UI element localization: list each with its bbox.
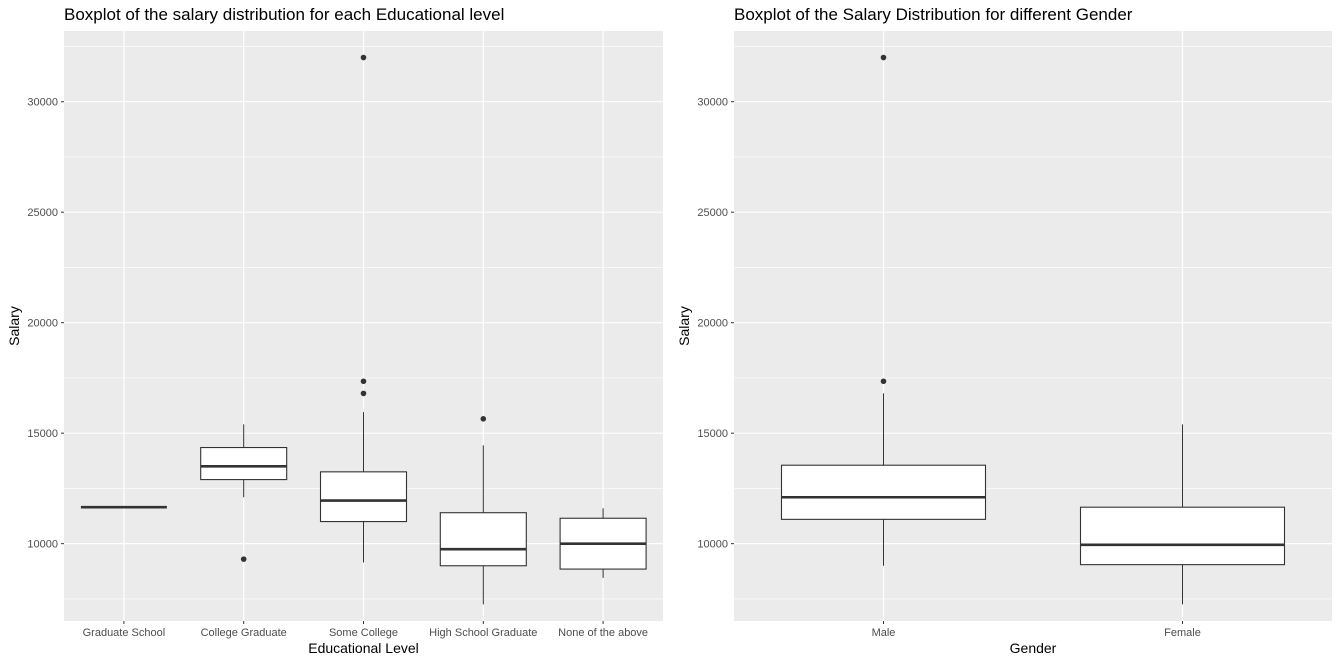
chart-title: Boxplot of the salary distribution for e… (64, 5, 504, 24)
x-tick-label: Female (1164, 627, 1201, 639)
box-3 (319, 54, 408, 563)
outlier-point (360, 390, 367, 397)
box-5 (559, 508, 647, 578)
y-tick-label: 25000 (27, 207, 58, 219)
x-tick-label: High School Graduate (429, 627, 537, 639)
y-tick-label: 20000 (697, 318, 728, 330)
chart-title: Boxplot of the Salary Distribution for d… (734, 5, 1133, 24)
y-tick-label: 10000 (27, 539, 58, 551)
y-tick-label: 15000 (697, 428, 728, 440)
box-2 (200, 424, 288, 562)
y-tick-label: 25000 (697, 207, 728, 219)
box-body (200, 446, 288, 481)
outlier-point (880, 378, 887, 385)
x-axis-title: Gender (1010, 640, 1057, 656)
y-axis-title: Salary (676, 306, 692, 346)
x-axis-title: Educational Level (308, 640, 419, 656)
box-body (319, 471, 408, 523)
x-tick-label: College Graduate (201, 627, 287, 639)
y-tick-label: 20000 (27, 318, 58, 330)
box-2 (1079, 424, 1286, 605)
y-tick-label: 15000 (27, 428, 58, 440)
outlier-point (360, 54, 367, 61)
chart-panel-2: 10000 15000 20000 25000 30000 Male Female Boxpl… (676, 5, 1332, 656)
y-tick-label: 30000 (697, 97, 728, 109)
box-body (439, 512, 527, 567)
chart-panel-1: 10000 15000 20000 25000 30000 Graduate School… (6, 5, 663, 656)
outlier-point (360, 378, 367, 385)
outlier-point (880, 54, 887, 61)
y-tick-label: 30000 (27, 97, 58, 109)
y-axis-title: Salary (6, 306, 22, 346)
x-tick-label: None of the above (558, 627, 648, 639)
outlier-point (480, 416, 487, 422)
x-tick-label: Male (872, 627, 896, 639)
box-4 (439, 416, 527, 605)
outlier-point (240, 556, 247, 562)
box-body (1079, 506, 1286, 566)
y-tick-label: 10000 (697, 539, 728, 551)
box-body (780, 464, 987, 520)
box-1 (780, 54, 987, 566)
x-tick-label: Some College (329, 627, 398, 639)
x-tick-label: Graduate School (83, 627, 166, 639)
